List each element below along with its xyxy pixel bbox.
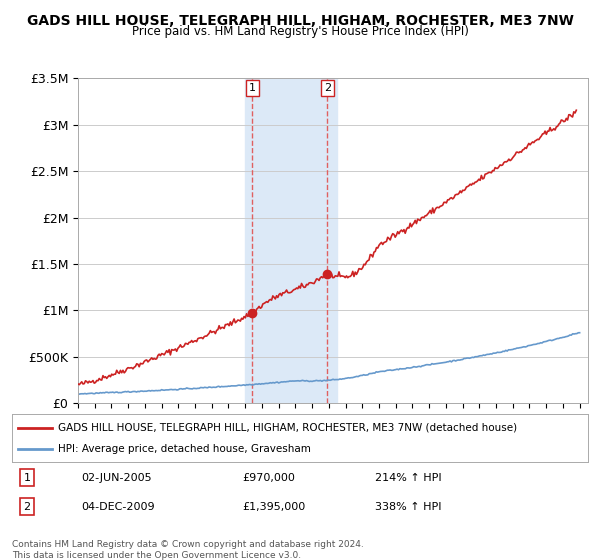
Text: 2: 2 [23, 502, 31, 512]
Text: 04-DEC-2009: 04-DEC-2009 [81, 502, 155, 512]
Bar [245, 78, 337, 403]
Text: 1: 1 [249, 83, 256, 93]
Text: 214% ↑ HPI: 214% ↑ HPI [375, 473, 442, 483]
Text: 1: 1 [23, 473, 31, 483]
Text: Price paid vs. HM Land Registry's House Price Index (HPI): Price paid vs. HM Land Registry's House … [131, 25, 469, 38]
Text: GADS HILL HOUSE, TELEGRAPH HILL, HIGHAM, ROCHESTER, ME3 7NW (detached house): GADS HILL HOUSE, TELEGRAPH HILL, HIGHAM,… [58, 423, 517, 433]
Text: HPI: Average price, detached house, Gravesham: HPI: Average price, detached house, Grav… [58, 444, 311, 454]
Text: £1,395,000: £1,395,000 [242, 502, 305, 512]
Text: 02-JUN-2005: 02-JUN-2005 [81, 473, 152, 483]
Text: £970,000: £970,000 [242, 473, 295, 483]
Text: 338% ↑ HPI: 338% ↑ HPI [375, 502, 442, 512]
Text: 2: 2 [324, 83, 331, 93]
Text: GADS HILL HOUSE, TELEGRAPH HILL, HIGHAM, ROCHESTER, ME3 7NW: GADS HILL HOUSE, TELEGRAPH HILL, HIGHAM,… [26, 14, 574, 28]
Text: Contains HM Land Registry data © Crown copyright and database right 2024.
This d: Contains HM Land Registry data © Crown c… [12, 540, 364, 560]
